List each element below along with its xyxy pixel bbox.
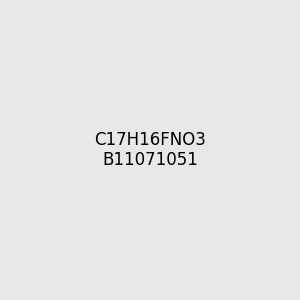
Text: C17H16FNO3
B11071051: C17H16FNO3 B11071051 xyxy=(94,130,206,170)
